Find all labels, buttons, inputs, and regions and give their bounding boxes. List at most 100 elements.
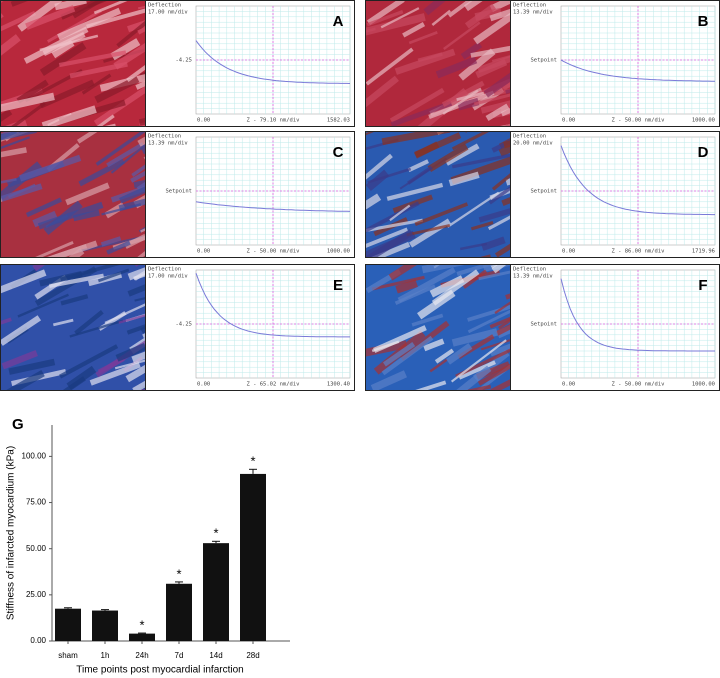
deflection-scale: 13.39 nm/div — [513, 274, 553, 280]
image-stripe — [94, 75, 140, 104]
image-stripe — [74, 309, 104, 335]
x-end: 1000.00 — [692, 382, 715, 388]
image-stripe — [494, 231, 510, 257]
image-stripe — [366, 153, 393, 189]
image-stripe — [481, 236, 506, 251]
image-stripe — [485, 103, 510, 121]
image-stripe — [39, 271, 83, 287]
image-stripe — [119, 177, 145, 204]
image-stripe — [459, 242, 488, 251]
image-stripe — [1, 350, 38, 370]
y-tick-label: 75.00 — [26, 498, 47, 507]
image-stripe — [491, 82, 510, 97]
image-stripe — [457, 97, 480, 111]
image-stripe — [65, 182, 110, 206]
image-stripe — [366, 229, 414, 257]
image-stripe — [366, 193, 382, 217]
x-end: 1000.00 — [692, 118, 715, 124]
image-stripe — [87, 1, 110, 9]
x-end: 1582.03 — [327, 118, 350, 124]
panel-letter: F — [698, 277, 707, 294]
image-stripe — [458, 360, 496, 380]
panel-letter: G — [12, 416, 24, 433]
force-curve — [560, 278, 715, 352]
force-curve — [195, 40, 351, 84]
image-stripe — [445, 143, 480, 166]
image-stripe — [421, 265, 473, 274]
histology-image — [366, 265, 510, 390]
image-stripe — [94, 123, 116, 126]
bar — [129, 633, 155, 641]
image-stripe — [423, 338, 445, 352]
image-stripe — [17, 293, 69, 318]
x-start: 0.00 — [562, 118, 575, 124]
y-marker: -4.25 — [175, 322, 192, 328]
image-stripe — [104, 294, 145, 325]
x-label: Z - 86.00 nm/div — [612, 249, 666, 255]
deflection-scale: 17.00 nm/div — [148, 10, 188, 16]
image-stripe — [58, 50, 127, 68]
image-stripe — [397, 267, 456, 303]
image-stripe — [60, 294, 89, 306]
image-stripe — [115, 342, 145, 362]
image-stripe — [414, 132, 462, 158]
image-stripe — [458, 48, 496, 81]
image-stripe — [451, 152, 510, 169]
deflection-label: Deflection — [513, 134, 546, 140]
image-stripe — [1, 92, 55, 114]
image-stripe — [125, 356, 145, 383]
histology-image — [1, 1, 145, 126]
image-stripe — [371, 241, 411, 257]
image-stripe — [371, 275, 425, 291]
image-stripe — [1, 177, 17, 187]
y-tick-label: 100.00 — [22, 451, 47, 460]
image-stripe — [131, 159, 145, 177]
image-stripe — [408, 218, 451, 248]
image-stripe — [97, 268, 130, 283]
bar — [55, 608, 81, 641]
panel-letter: D — [698, 144, 709, 161]
image-stripe — [390, 100, 453, 126]
image-stripe — [127, 13, 145, 33]
image-stripe — [126, 309, 145, 335]
x-end: 1000.00 — [327, 249, 350, 255]
x-start: 0.00 — [562, 249, 575, 255]
x-tick-label: 14d — [209, 651, 222, 660]
x-tick-label: 28d — [246, 651, 259, 660]
panel-letter: A — [333, 13, 344, 30]
image-stripe — [435, 56, 478, 79]
deflection-label: Deflection — [148, 3, 181, 9]
image-stripe — [366, 169, 390, 191]
image-stripe — [10, 1, 45, 7]
x-start: 0.00 — [197, 382, 210, 388]
image-stripe — [127, 224, 145, 257]
image-stripe — [436, 384, 492, 390]
panel-letter: E — [333, 277, 343, 294]
image-stripe — [1, 34, 21, 58]
image-stripe — [366, 13, 426, 37]
x-label: Z - 50.00 nm/div — [612, 118, 666, 124]
image-stripe — [81, 73, 112, 95]
y-marker: Setpoint — [531, 58, 558, 64]
x-tick-label: 1h — [101, 651, 110, 660]
deflection-scale: 13.39 nm/div — [513, 10, 553, 16]
image-stripe — [408, 31, 438, 45]
image-stripe — [381, 335, 434, 376]
image-stripe — [491, 265, 510, 274]
image-stripe — [489, 327, 510, 357]
image-stripe — [13, 240, 74, 257]
image-stripe — [59, 344, 119, 379]
y-tick-label: 25.00 — [26, 590, 47, 599]
bar — [92, 610, 118, 641]
significance-marker: * — [250, 454, 255, 469]
image-stripe — [52, 318, 74, 327]
image-stripe — [394, 48, 456, 75]
image-stripe — [473, 89, 510, 106]
image-stripe — [451, 328, 499, 347]
image-stripe — [106, 240, 131, 255]
image-stripe — [494, 295, 510, 315]
image-stripe — [48, 273, 105, 288]
